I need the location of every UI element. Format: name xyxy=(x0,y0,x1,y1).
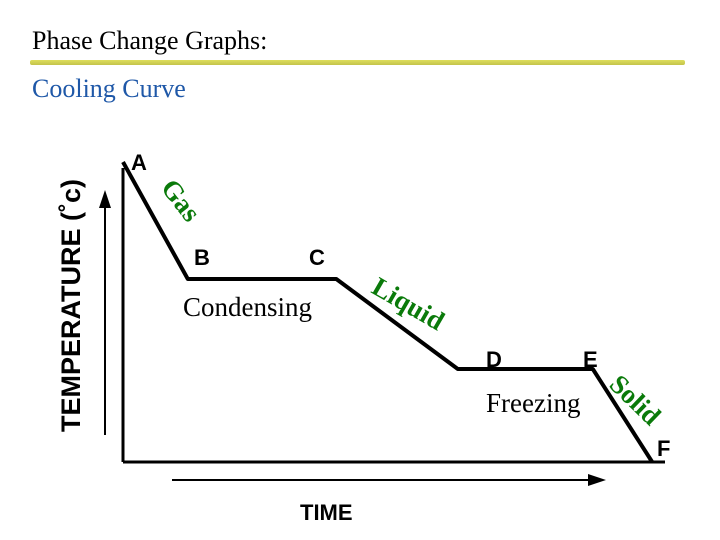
phase-label-gas: Gas xyxy=(155,173,206,227)
cooling-curve-line xyxy=(121,161,654,464)
point-label-f: F xyxy=(657,436,670,461)
process-label-condensing: Condensing xyxy=(183,292,312,322)
point-label-e: E xyxy=(583,347,598,372)
process-label-freezing: Freezing xyxy=(486,388,580,418)
slide-title: Phase Change Graphs: xyxy=(32,26,268,55)
phase-label-liquid: Liquid xyxy=(367,271,450,336)
slide-subtitle: Cooling Curve xyxy=(32,74,186,103)
point-label-b: B xyxy=(194,245,210,270)
x-axis-label: TIME xyxy=(300,500,353,525)
title-divider xyxy=(30,60,685,65)
y-axis-label: TEMPERATURE (˚c) xyxy=(56,179,86,432)
point-label-d: D xyxy=(486,347,502,372)
point-label-a: A xyxy=(131,150,147,175)
x-arrow-head xyxy=(588,474,606,486)
y-arrow-head xyxy=(99,190,111,208)
point-label-c: C xyxy=(309,245,325,270)
